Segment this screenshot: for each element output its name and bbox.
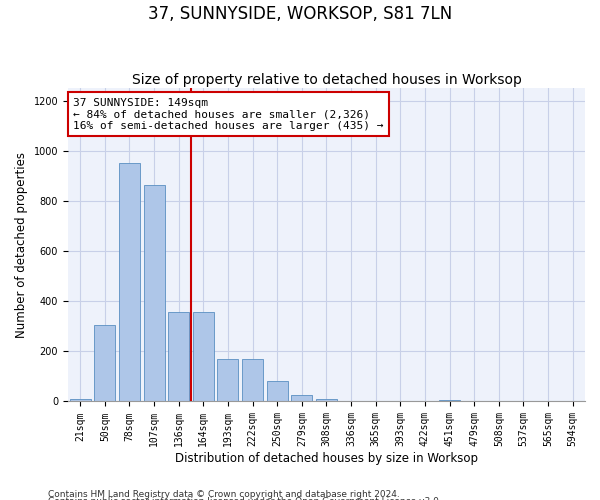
Bar (316, 399, 337, 402)
Bar (292, 395, 312, 402)
Bar (217, 359, 238, 402)
Bar (439, 400, 460, 402)
Bar (242, 359, 263, 402)
Bar (70, 399, 91, 402)
Text: 37 SUNNYSIDE: 149sqm
← 84% of detached houses are smaller (2,326)
16% of semi-de: 37 SUNNYSIDE: 149sqm ← 84% of detached h… (73, 98, 383, 131)
Text: Contains public sector information licensed under the Open Government Licence v3: Contains public sector information licen… (48, 497, 442, 500)
Bar (193, 312, 214, 402)
Title: Size of property relative to detached houses in Worksop: Size of property relative to detached ho… (131, 73, 521, 87)
X-axis label: Distribution of detached houses by size in Worksop: Distribution of detached houses by size … (175, 452, 478, 465)
Text: Contains HM Land Registry data © Crown copyright and database right 2024.: Contains HM Land Registry data © Crown c… (48, 490, 400, 499)
Bar (143, 184, 164, 402)
Bar (267, 382, 287, 402)
Text: 37, SUNNYSIDE, WORKSOP, S81 7LN: 37, SUNNYSIDE, WORKSOP, S81 7LN (148, 5, 452, 23)
Bar (168, 312, 189, 402)
Bar (94, 325, 115, 402)
Bar (119, 164, 140, 402)
Y-axis label: Number of detached properties: Number of detached properties (15, 152, 28, 338)
